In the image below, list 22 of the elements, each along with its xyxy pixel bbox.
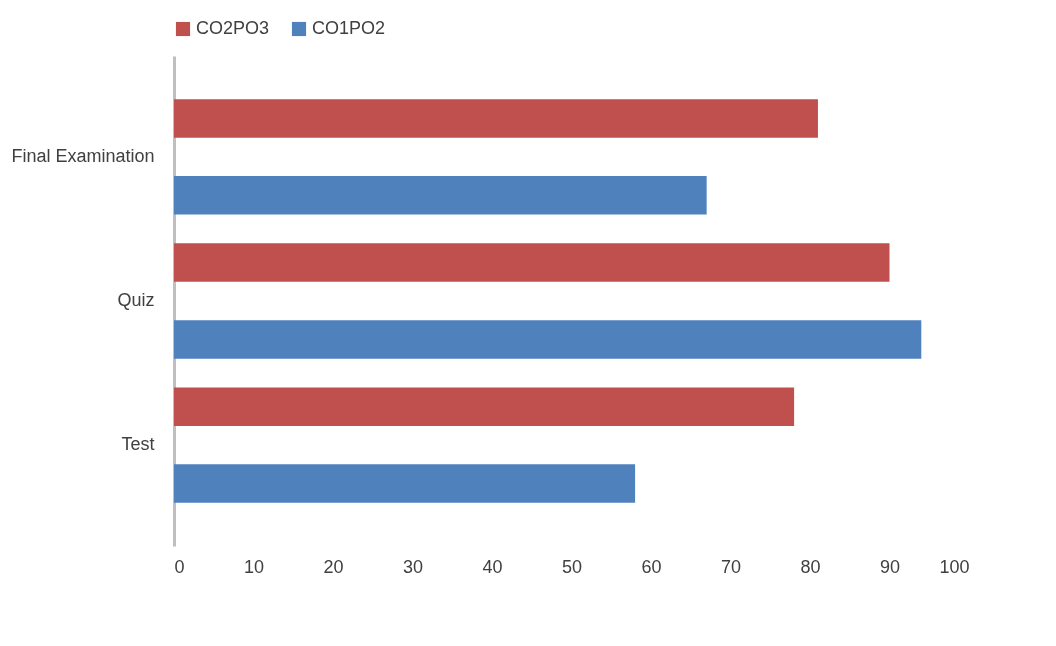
x-tick-label: 40 — [482, 556, 503, 577]
y-tick-label: Final Examination — [11, 145, 155, 166]
bar — [174, 320, 922, 359]
bar — [174, 464, 636, 503]
y-tick-label: Quiz — [117, 290, 155, 310]
x-tick-label: 90 — [879, 556, 901, 577]
x-tick-label: 10 — [243, 556, 265, 577]
bar — [174, 243, 890, 282]
x-tick-label: 0 — [174, 556, 185, 577]
x-tick-label: 100 — [939, 556, 970, 577]
bar — [174, 387, 795, 426]
x-tick-label: 50 — [561, 556, 583, 577]
bar — [174, 99, 818, 138]
x-tick-label: 60 — [641, 556, 662, 577]
x-tick-label: 30 — [402, 556, 424, 577]
legend-label: CO2PO3 — [196, 18, 270, 38]
y-tick-label: Test — [121, 434, 155, 455]
x-tick-label: 20 — [323, 556, 344, 577]
legend-label: CO1PO2 — [312, 18, 386, 38]
x-tick-label: 80 — [800, 556, 821, 577]
x-tick-label: 70 — [720, 556, 742, 577]
bar — [174, 176, 707, 215]
